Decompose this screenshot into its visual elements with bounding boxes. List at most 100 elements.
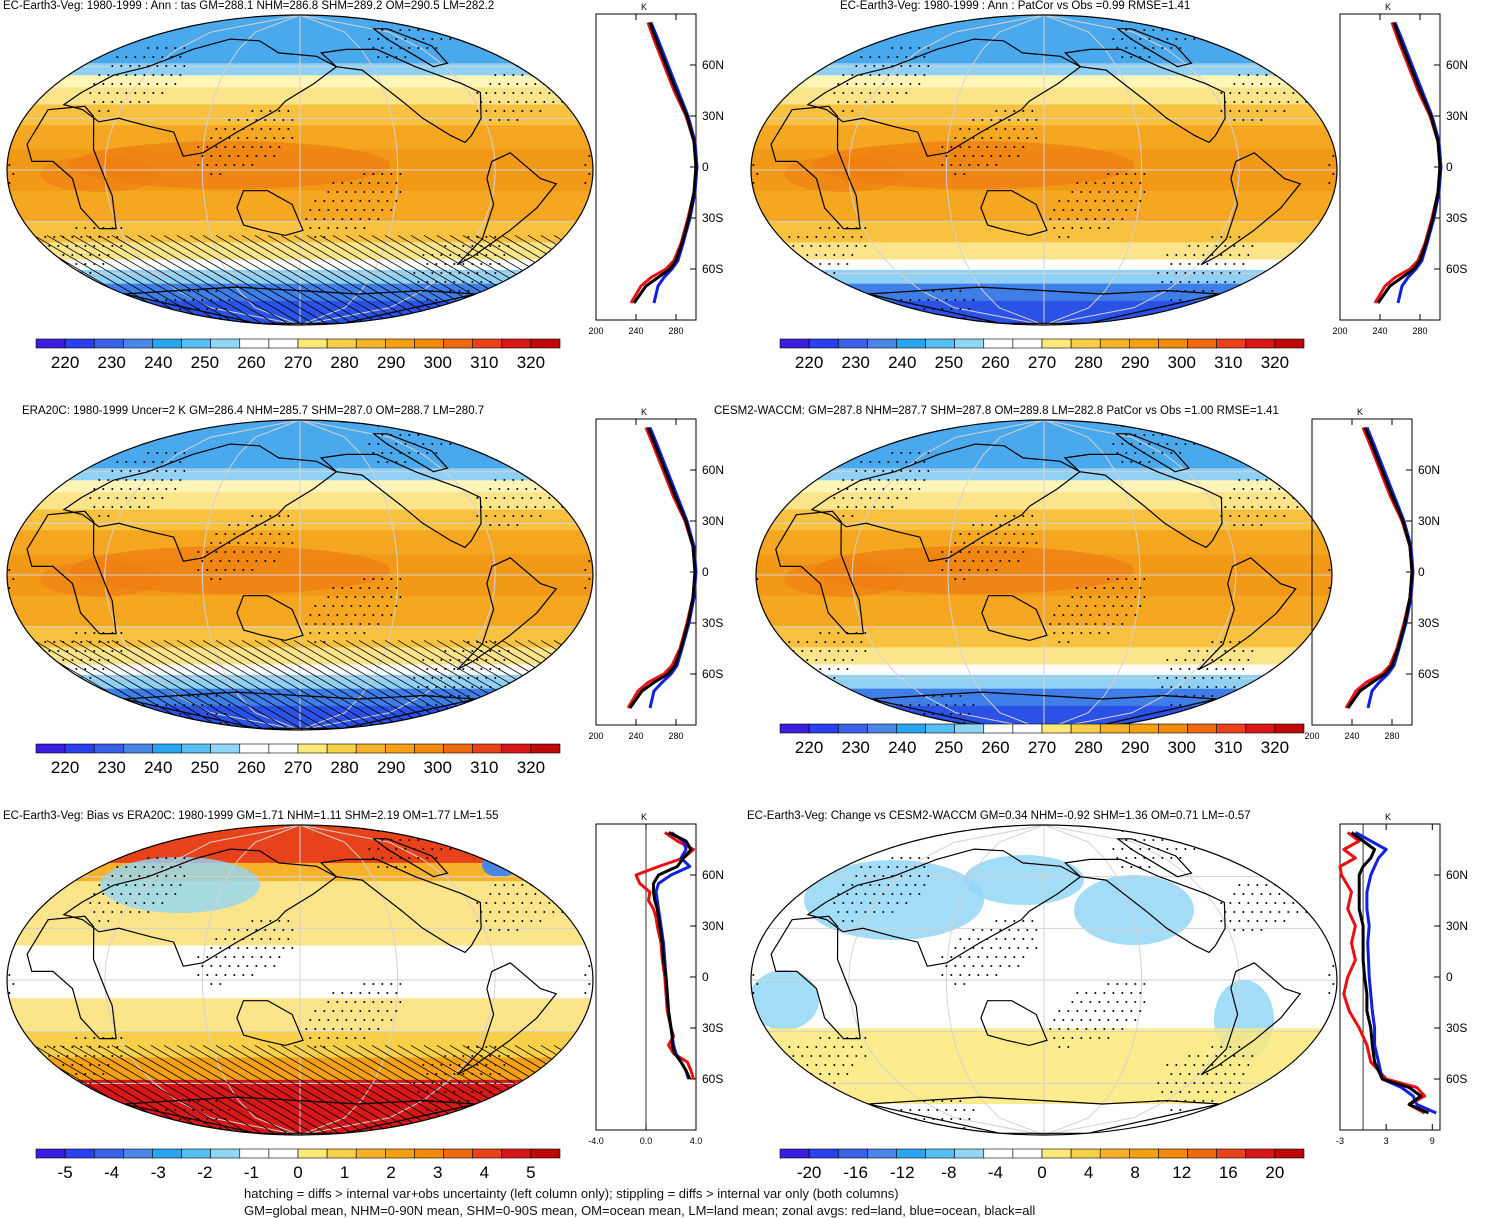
stipple-dot xyxy=(923,461,926,463)
stipple-dot xyxy=(783,650,786,652)
stipple-dot xyxy=(314,218,317,220)
stipple-dot xyxy=(950,1136,952,1138)
stipple-dot xyxy=(120,1037,123,1039)
stipple-dot xyxy=(1220,272,1223,274)
stipple-dot xyxy=(453,1091,456,1093)
colorbar-swatch xyxy=(808,338,839,349)
stipple-dot xyxy=(1089,632,1092,634)
stipple-dot xyxy=(1296,1127,1299,1129)
stipple-dot xyxy=(314,200,317,202)
stipple-dot xyxy=(534,722,537,724)
stipple-dot xyxy=(390,1001,393,1003)
stipple-dot xyxy=(503,497,506,499)
stipple-dot xyxy=(1143,29,1146,31)
stipple-dot xyxy=(815,1082,818,1084)
colorbar-swatch xyxy=(1070,1148,1101,1159)
stipple-dot xyxy=(995,938,998,940)
stipple-dot xyxy=(143,56,146,58)
stipple-dot xyxy=(426,281,429,283)
stipple-dot xyxy=(774,686,777,688)
stipple-dot xyxy=(165,65,168,67)
stipple-dot xyxy=(381,47,384,49)
stipple-dot xyxy=(152,884,155,886)
stipple-dot xyxy=(161,56,164,58)
stipple-dot xyxy=(1229,515,1232,517)
stipple-dot xyxy=(192,299,195,301)
stipple-dot xyxy=(774,668,777,670)
stipple-dot xyxy=(341,605,344,607)
hatch-line xyxy=(267,640,421,730)
stipple-dot xyxy=(1175,1082,1178,1084)
stipple-dot xyxy=(417,11,419,13)
stipple-dot xyxy=(566,74,569,76)
stipple-dot xyxy=(93,245,96,247)
stipple-dot xyxy=(779,659,782,661)
stipple-dot xyxy=(864,245,867,247)
stipple-dot xyxy=(183,65,186,67)
stipple-dot xyxy=(354,632,357,634)
coastline xyxy=(236,190,304,237)
stipple-dot xyxy=(1211,272,1214,274)
stipple-dot xyxy=(1080,227,1083,229)
stipple-dot xyxy=(1094,605,1097,607)
stipple-dot xyxy=(183,875,186,877)
stipple-dot xyxy=(503,920,506,922)
stipple-dot xyxy=(761,443,764,445)
stipple-dot xyxy=(833,1082,836,1084)
stipple-dot xyxy=(134,497,137,499)
stipple-dot xyxy=(120,83,123,85)
stipple-dot xyxy=(521,884,524,886)
stipple-dot xyxy=(458,695,461,697)
stipple-dot xyxy=(197,974,200,976)
stipple-dot xyxy=(905,497,908,499)
stipple-dot xyxy=(1148,20,1151,22)
stipple-dot xyxy=(206,326,208,328)
stipple-dot xyxy=(557,92,560,94)
stipple-dot xyxy=(440,830,443,832)
stipple-dot xyxy=(314,236,317,238)
stipple-dot xyxy=(341,218,344,220)
stipple-dot xyxy=(219,965,222,967)
stipple-dot xyxy=(224,569,227,571)
stipple-dot xyxy=(1247,479,1250,481)
coastline xyxy=(456,557,558,671)
hatch-line xyxy=(189,1045,343,1135)
stipple-dot xyxy=(417,857,420,859)
stipple-dot xyxy=(530,326,532,328)
stipple-dot xyxy=(941,974,944,976)
stipple-dot xyxy=(1314,875,1317,877)
stipple-dot xyxy=(1175,443,1178,445)
stipple-dot xyxy=(462,839,465,841)
colorbar-tick-label: 290 xyxy=(377,353,405,372)
stipple-dot xyxy=(525,893,528,895)
stipple-dot xyxy=(977,956,980,958)
stipple-dot xyxy=(125,884,128,886)
stipple-dot xyxy=(467,677,470,679)
stipple-dot xyxy=(801,686,804,688)
stipple-dot xyxy=(179,1136,181,1138)
stipple-dot xyxy=(761,1082,764,1084)
stipple-dot xyxy=(1121,992,1124,994)
stipple-dot xyxy=(918,317,921,319)
stipple-dot xyxy=(968,713,971,715)
stipple-dot xyxy=(363,1001,366,1003)
stipple-dot xyxy=(972,704,975,706)
stipple-dot xyxy=(1134,416,1136,418)
colorbar-swatch xyxy=(1158,1148,1188,1159)
stipple-dot xyxy=(377,461,380,463)
stipple-dot xyxy=(84,263,87,265)
stipple-dot xyxy=(878,497,881,499)
stipple-dot xyxy=(57,1073,60,1075)
stipple-dot xyxy=(1211,1046,1214,1048)
stipple-dot xyxy=(1283,74,1286,76)
stipple-dot xyxy=(89,659,92,661)
stipple-dot xyxy=(480,281,483,283)
stipple-dot xyxy=(806,1046,809,1048)
stipple-dot xyxy=(143,1118,146,1120)
stipple-dot xyxy=(995,110,998,112)
profile-x-tick-label: 280 xyxy=(1384,731,1399,741)
stipple-dot xyxy=(525,83,528,85)
stipple-dot xyxy=(75,263,78,265)
stipple-dot xyxy=(345,191,348,193)
stipple-dot xyxy=(1242,1055,1245,1057)
